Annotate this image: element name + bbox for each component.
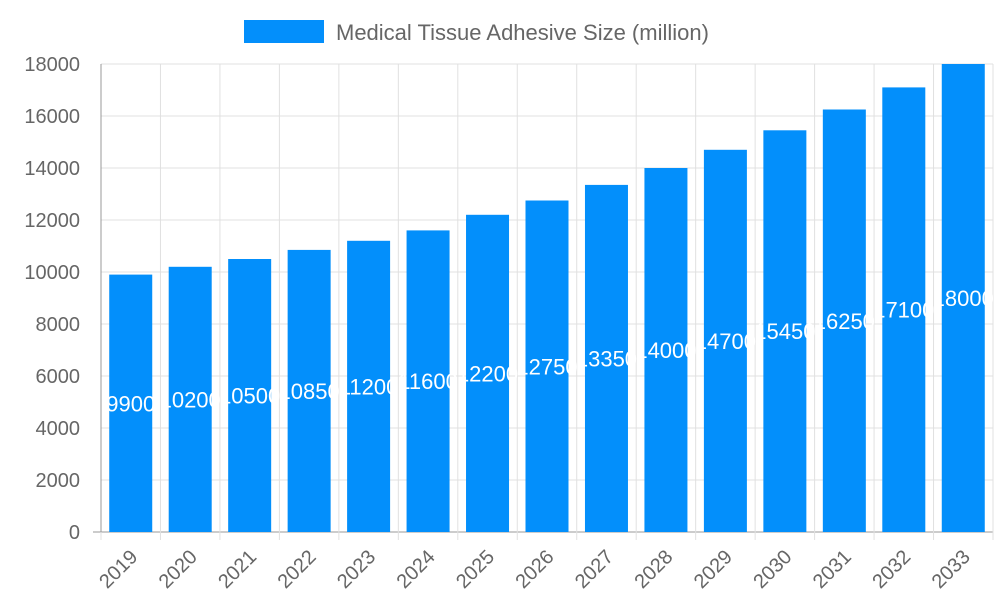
bar-2032 [882,87,926,533]
x-tick-label: 2027 [571,546,618,593]
y-tick-label: 2000 [36,470,81,492]
y-tick-label: 12000 [24,210,80,232]
bar-2031 [822,109,866,532]
bar-2024 [406,230,450,532]
x-tick-label: 2030 [749,546,796,593]
bar-2026 [525,200,569,532]
y-tick-label: 18000 [24,54,80,76]
bar-2020 [168,266,212,532]
data-label-2031: 16250 [814,309,875,334]
x-tick-label: 2032 [868,546,915,593]
x-tick-label: 2025 [452,546,499,593]
bar-2019 [109,274,153,532]
data-label-2023: 11200 [339,374,399,399]
data-label-2029: 14700 [695,329,756,354]
x-tick-label: 2029 [690,546,737,593]
x-tick-label: 2033 [928,546,975,593]
x-tick-label: 2022 [274,546,321,593]
bar-2023 [347,240,391,533]
x-tick-label: 2019 [95,546,142,593]
y-tick-label: 0 [69,522,80,544]
x-tick-label: 2020 [155,546,202,593]
data-label-2025: 12200 [457,361,518,386]
bar-2025 [466,214,510,533]
x-tick-label: 2031 [809,546,856,593]
legend-label: Medical Tissue Adhesive Size (million) [336,20,709,45]
bar-2030 [763,130,807,533]
data-label-2024: 11600 [398,369,458,394]
y-tick-label: 14000 [24,158,80,180]
data-label-2022: 10850 [279,379,340,404]
x-tick-label: 2026 [512,546,559,593]
bar-2022 [287,249,331,532]
bar-2029 [703,149,747,533]
bar-2028 [644,168,688,532]
x-axis: 2019 2020 2021 2022 2023 2024 2025 2026 2027 2028… [95,532,994,593]
data-label-2020: 10200 [160,387,221,412]
x-tick-label: 2023 [333,546,380,593]
bar-2027 [584,184,628,532]
y-axis: 0 2000 4000 6000 8000 10000 12000 14000 16000 180… [24,54,101,544]
data-label-2033: 18000 [933,286,994,311]
y-tick-label: 4000 [36,418,81,440]
bar-2021 [228,259,272,532]
y-tick-label: 8000 [36,314,81,336]
data-label-2027: 13350 [576,346,637,371]
legend-swatch [244,20,324,43]
data-label-2030: 15450 [754,319,815,344]
y-tick-label: 16000 [24,106,80,128]
x-tick-label: 2024 [393,546,440,593]
y-tick-label: 6000 [36,366,81,388]
x-tick-label: 2028 [630,546,677,593]
legend[interactable]: Medical Tissue Adhesive Size (million) [244,20,709,45]
data-label-2026: 12750 [516,354,577,379]
data-label-2028: 14000 [635,338,696,363]
y-tick-label: 10000 [24,262,80,284]
bars [109,64,985,533]
data-label-2021: 10500 [219,384,280,409]
x-tick-label: 2021 [214,546,261,593]
bar-2033 [941,64,985,532]
data-label-2032: 17100 [873,298,934,323]
data-label-2019: 9900 [106,391,155,416]
